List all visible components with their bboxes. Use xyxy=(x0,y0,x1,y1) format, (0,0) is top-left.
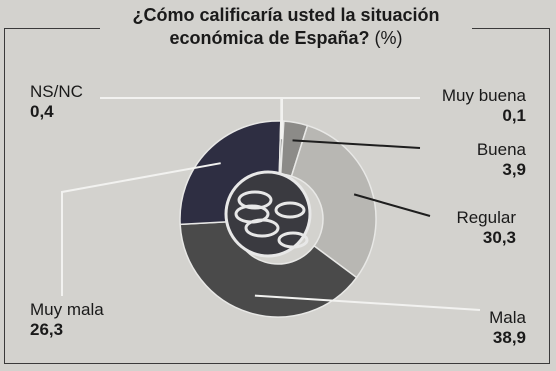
leader-regular xyxy=(353,193,431,217)
slice-label-muy-buena: Muy buena 0,1 xyxy=(442,86,526,126)
coins-icon xyxy=(224,170,312,258)
chart-unit: (%) xyxy=(374,28,403,48)
slice-value-mala: 38,9 xyxy=(492,328,526,347)
slice-value-muy-buena: 0,1 xyxy=(502,106,526,125)
slice-value-regular: 30,3 xyxy=(482,228,516,247)
slice-label-ns-nc: NS/NC 0,4 xyxy=(30,82,83,122)
slice-value-ns-nc: 0,4 xyxy=(30,102,54,121)
slice-label-mala: Mala 38,9 xyxy=(489,308,526,348)
slice-name-buena: Buena xyxy=(476,140,526,159)
slice-label-muy-mala: Muy mala 26,3 xyxy=(30,300,104,340)
slice-name-muy-buena: Muy buena xyxy=(441,86,526,105)
leader-mala xyxy=(254,294,481,311)
leader-buena xyxy=(292,139,421,149)
leader-lines xyxy=(61,97,481,311)
slice-value-muy-mala: 26,3 xyxy=(30,320,64,339)
slice-regular xyxy=(290,124,377,279)
slice-name-muy-mala: Muy mala xyxy=(30,300,104,319)
slice-name-mala: Mala xyxy=(489,308,526,327)
slice-label-regular: Regular 30,3 xyxy=(456,208,516,248)
slice-mala xyxy=(179,220,358,318)
leader-muy-mala xyxy=(61,162,221,296)
chart-title-text: ¿Cómo calificaría usted la situación eco… xyxy=(132,5,440,48)
slice-value-buena: 3,9 xyxy=(502,160,526,179)
slice-name-regular: Regular xyxy=(456,208,516,227)
slice-name-ns-nc: NS/NC xyxy=(30,82,83,101)
chart-title: ¿Cómo calificaría usted la situación eco… xyxy=(100,4,472,50)
slice-label-buena: Buena 3,9 xyxy=(477,140,526,180)
donut-slices xyxy=(179,120,377,318)
leader-ns-nc xyxy=(100,97,283,140)
